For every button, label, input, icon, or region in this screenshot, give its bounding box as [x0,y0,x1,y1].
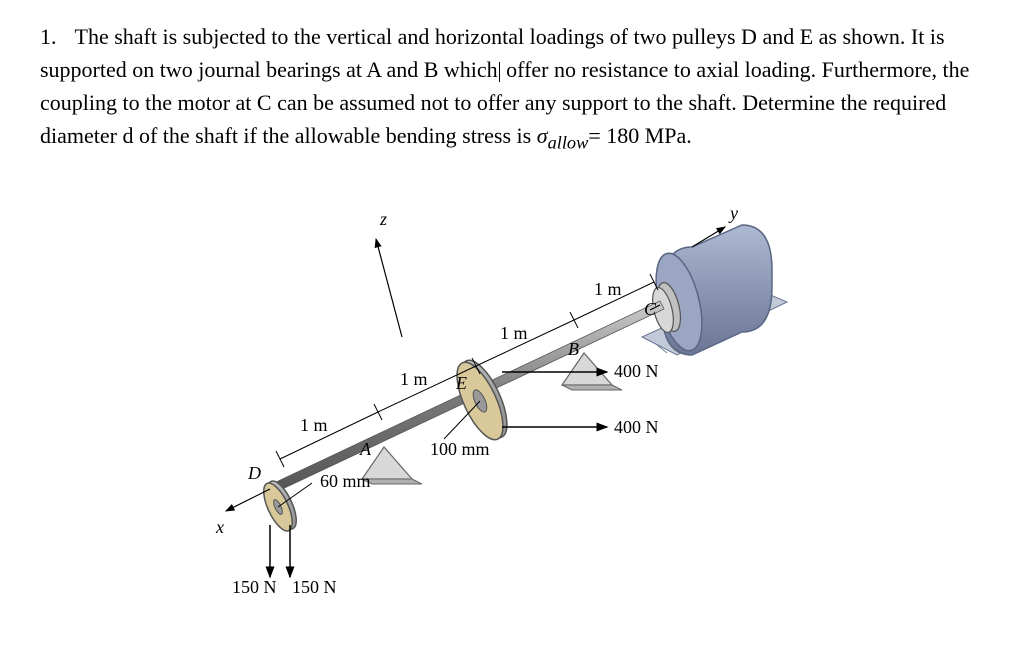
figure-svg: z y x 1 m 1 m 1 m 1 m A B C D E 100 mm 6… [212,177,812,597]
sigma-subscript: allow [548,132,589,152]
z-axis [376,239,402,337]
problem-body: The shaft is subjected to the vertical a… [40,24,969,148]
figure-container: z y x 1 m 1 m 1 m 1 m A B C D E 100 mm 6… [40,177,984,597]
label-seg3: 1 m [500,323,528,343]
pulley-D-forces [270,525,290,577]
label-E-radius: 100 mm [430,439,490,459]
label-C: C [644,299,657,319]
equals-value: = 180 MPa. [588,123,691,148]
label-force-E1: 400 N [614,361,659,381]
sigma-symbol: σ [537,123,548,148]
x-axis [226,489,270,511]
problem-number: 1. [40,20,57,53]
shaft-figure: z y x 1 m 1 m 1 m 1 m A B C D E 100 mm 6… [212,177,812,597]
label-D-radius: 60 mm [320,471,371,491]
label-force-E2: 400 N [614,417,659,437]
label-A: A [359,439,372,459]
label-seg4: 1 m [594,279,622,299]
label-seg1: 1 m [300,415,328,435]
problem-statement: 1.The shaft is subjected to the vertical… [40,20,984,157]
label-seg2: 1 m [400,369,428,389]
text-cursor [499,62,500,82]
label-B: B [568,339,579,359]
label-D: D [247,463,261,483]
label-z: z [379,209,387,229]
bearing-A [362,447,422,484]
label-force-D2: 150 N [292,577,337,597]
label-E: E [455,373,467,393]
label-force-D1: 150 N [232,577,277,597]
label-x: x [215,517,224,537]
label-y: y [728,203,738,223]
motor-body [647,225,772,355]
